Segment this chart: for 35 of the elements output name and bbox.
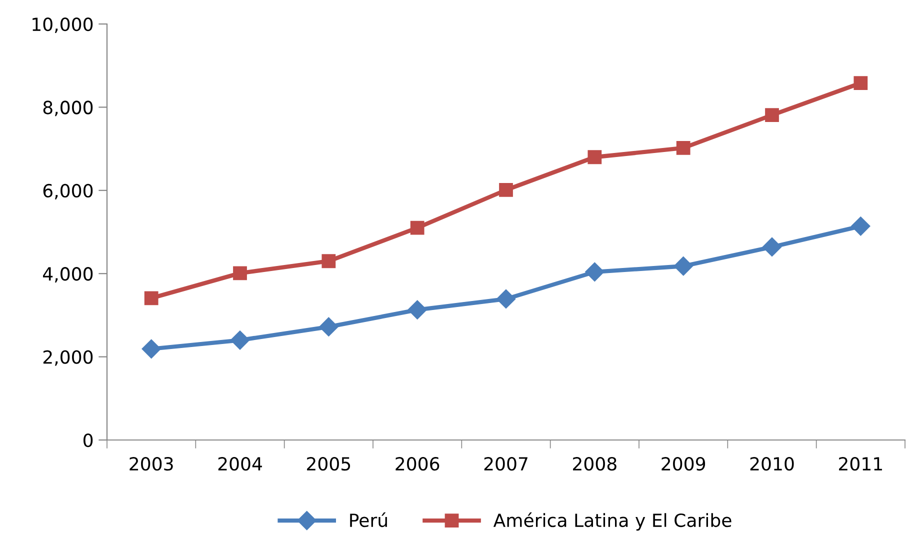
point xyxy=(496,289,516,309)
x-tick-label: 2008 xyxy=(573,456,616,471)
x-tick-label: 2011 xyxy=(839,456,882,471)
y-tick-label: 2,000 xyxy=(43,350,93,366)
x-tick-label: 2009 xyxy=(662,456,706,471)
point xyxy=(322,254,336,268)
point xyxy=(142,339,161,358)
y-tick-label: 0 xyxy=(84,433,93,448)
point xyxy=(408,300,427,320)
point xyxy=(410,220,424,235)
x-tick-label: 2006 xyxy=(396,456,440,471)
point xyxy=(588,150,602,164)
point xyxy=(854,76,868,90)
point xyxy=(499,183,513,197)
legend-label: América Latina y El Caribe xyxy=(493,512,732,531)
point xyxy=(674,256,693,276)
x-tick-label: 2003 xyxy=(130,456,173,471)
x-tick-label: 2010 xyxy=(750,456,794,471)
x-tick-label: 2005 xyxy=(307,456,350,471)
y-tick-label: 8,000 xyxy=(43,100,93,116)
y-tick-label: 4,000 xyxy=(43,267,93,283)
x-tick-label: 2004 xyxy=(218,456,262,471)
point xyxy=(851,216,870,236)
point xyxy=(765,108,779,122)
point xyxy=(144,291,158,306)
y-tick-label: 10,000 xyxy=(32,17,93,33)
x-tick-label: 2007 xyxy=(484,456,528,471)
point xyxy=(319,317,338,336)
y-tick-label: 6,000 xyxy=(43,184,93,200)
point xyxy=(676,141,690,155)
legend-label: Perú xyxy=(350,512,387,528)
point xyxy=(762,237,782,257)
point xyxy=(233,266,247,280)
point xyxy=(230,330,250,350)
point xyxy=(585,262,604,282)
